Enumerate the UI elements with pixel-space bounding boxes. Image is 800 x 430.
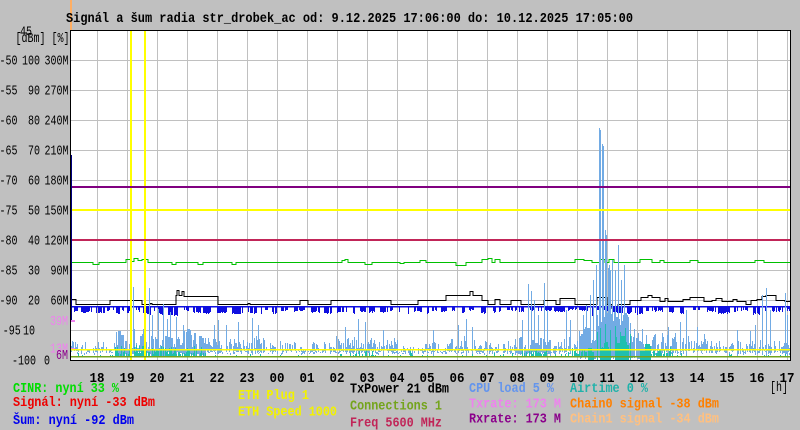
svg-text:15: 15 [720,372,735,387]
svg-text:ETH Plug 1: ETH Plug 1 [238,389,309,404]
svg-text:-90: -90 [0,295,18,310]
svg-text:270M: 270M [45,85,69,100]
svg-text:06: 06 [450,372,465,387]
svg-text:180M: 180M [45,175,69,190]
svg-text:40: 40 [28,235,40,250]
svg-text:08: 08 [510,372,525,387]
svg-text:-70: -70 [0,175,18,190]
svg-text:03: 03 [360,372,375,387]
svg-text:80: 80 [28,115,40,130]
svg-text:21: 21 [180,372,195,387]
svg-text:16: 16 [750,372,765,387]
svg-text:Connections 1: Connections 1 [350,400,442,415]
svg-text:17: 17 [780,372,795,387]
svg-text:50: 50 [28,205,40,220]
svg-text:6M: 6M [56,349,68,364]
svg-text:0: 0 [44,355,50,370]
svg-text:90M: 90M [51,265,69,280]
svg-text:39M: 39M [50,315,68,330]
svg-text:18: 18 [90,372,105,387]
svg-text:22: 22 [210,372,225,387]
svg-text:210M: 210M [45,145,69,160]
svg-text:-95: -95 [3,325,21,340]
svg-text:14: 14 [690,372,705,387]
svg-text:[dBm] [%]: [dBm] [%] [16,32,70,47]
svg-text:90: 90 [28,85,40,100]
svg-text:Signál: nyní -33 dBm: Signál: nyní -33 dBm [13,396,155,411]
svg-text:-80: -80 [0,235,18,250]
svg-text:[h]: [h] [770,381,788,396]
svg-text:23: 23 [240,372,255,387]
svg-text:CINR: nyní 33 %: CINR: nyní 33 % [13,382,120,397]
svg-text:60: 60 [28,175,40,190]
svg-text:-50: -50 [0,55,18,70]
svg-text:01: 01 [300,372,315,387]
svg-text:20: 20 [150,372,165,387]
svg-text:02: 02 [330,372,345,387]
svg-text:Chain1 signal -34 dBm: Chain1 signal -34 dBm [570,413,719,428]
svg-text:CPU load 5 %: CPU load 5 % [469,382,555,397]
svg-text:11: 11 [600,372,615,387]
svg-text:04: 04 [390,372,405,387]
svg-text:07: 07 [480,372,495,387]
svg-text:05: 05 [420,372,435,387]
svg-text:10: 10 [570,372,585,387]
svg-text:Rxrate: 173 M: Rxrate: 173 M [469,413,561,428]
svg-text:150M: 150M [45,205,69,220]
svg-text:TxPower 21 dBm: TxPower 21 dBm [350,383,449,398]
svg-text:Signál a šum radia str_drobek_: Signál a šum radia str_drobek_ac od: 9.1… [66,11,633,27]
svg-text:100: 100 [22,55,40,70]
svg-text:Airtime 0 %: Airtime 0 % [570,382,649,397]
svg-text:00: 00 [270,372,285,387]
svg-text:-65: -65 [0,145,18,160]
svg-text:09: 09 [540,372,555,387]
svg-text:20: 20 [28,295,40,310]
svg-text:120M: 120M [45,235,69,250]
svg-text:10: 10 [23,325,35,340]
svg-text:13: 13 [660,372,675,387]
svg-text:240M: 240M [45,115,69,130]
svg-text:Txrate: 173 M: Txrate: 173 M [469,398,561,413]
svg-text:-85: -85 [0,265,18,280]
svg-text:Šum: nyní -92 dBm: Šum: nyní -92 dBm [13,413,134,429]
svg-text:300M: 300M [45,55,69,70]
svg-text:-60: -60 [0,115,18,130]
svg-text:12: 12 [630,372,645,387]
svg-text:-55: -55 [0,85,18,100]
svg-text:-75: -75 [0,205,18,220]
svg-text:Chain0 signal -38 dBm: Chain0 signal -38 dBm [570,398,719,413]
svg-text:70: 70 [28,145,40,160]
svg-text:13M: 13M [50,343,68,358]
svg-text:60M: 60M [51,295,69,310]
svg-text:ETH Speed 1000: ETH Speed 1000 [238,406,337,421]
svg-text:45: 45 [20,26,32,41]
svg-text:30: 30 [28,265,40,280]
svg-text:-100: -100 [12,355,36,370]
svg-text:19: 19 [120,372,135,387]
svg-text:Freq 5600 MHz: Freq 5600 MHz [350,417,442,430]
